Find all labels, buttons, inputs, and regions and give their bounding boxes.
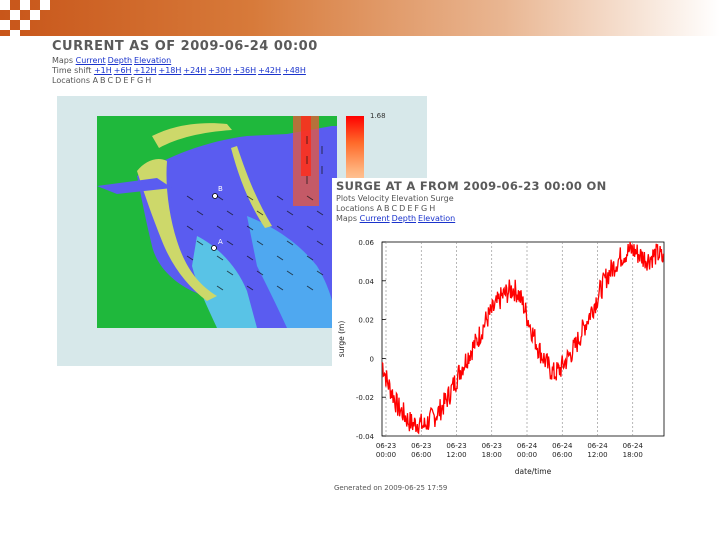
generated-footer: Generated on 2009-06-25 17:59 [334, 484, 448, 492]
surge-location-link-c[interactable]: C [391, 204, 398, 213]
current-maps-link-current[interactable]: Current [75, 56, 106, 65]
x-tick-label: 06-24 00:00 [517, 442, 538, 459]
timeshift-link-24h[interactable]: +24H [183, 66, 207, 75]
plots-link-elevation[interactable]: Elevation [391, 194, 429, 203]
top-gradient-bar [0, 0, 720, 36]
timeshift-link-18h[interactable]: +18H [158, 66, 182, 75]
colorbar-max-label: 1.68 [370, 112, 386, 120]
plot-frame [381, 241, 665, 437]
current-maps-link-elevation[interactable]: Elevation [134, 56, 172, 65]
x-tick-label: 06-23 18:00 [482, 442, 502, 459]
current-title: CURRENT AS OF 2009-06-24 00:00 [52, 39, 318, 54]
surge-series-line [381, 241, 664, 435]
surge-location-link-h[interactable]: H [429, 204, 436, 213]
surge-maps-link-current[interactable]: Current [359, 214, 390, 223]
y-tick-label: 0.04 [358, 278, 374, 286]
x-tick-label: 06-24 18:00 [623, 442, 644, 459]
surge-maps-link-depth[interactable]: Depth [391, 214, 417, 223]
surge-maps-label: Maps [336, 214, 358, 223]
location-a-marker[interactable] [211, 245, 217, 251]
maps-label: Maps [52, 56, 74, 65]
y-tick-label: 0.02 [358, 317, 374, 325]
surge-locations-label: Locations [336, 204, 375, 213]
surge-panel: SURGE AT A FROM 2009-06-23 00:00 ON Plot… [332, 178, 670, 498]
timeshift-row: Time shift +1H +6H +12H +18H +24H +30H +36H +42… [52, 66, 398, 76]
current-map-area: B A [57, 96, 427, 366]
x-tick-label: 06-24 12:00 [587, 442, 608, 459]
current-location-link-a[interactable]: A [92, 76, 99, 85]
x-tick-label: 06-23 06:00 [411, 442, 431, 459]
plots-link-velocity[interactable]: Velocity [357, 194, 390, 203]
surge-location-link-d[interactable]: D [399, 204, 406, 213]
current-map-image[interactable]: B A [97, 116, 337, 328]
surge-location-link-b[interactable]: B [384, 204, 390, 213]
timeshift-link-6h[interactable]: +6H [113, 66, 132, 75]
surge-location-link-f[interactable]: F [414, 204, 419, 213]
x-axis-label: date/time [515, 467, 552, 476]
timeshift-label: Time shift [52, 66, 92, 75]
y-tick-label: 0.06 [358, 239, 374, 247]
x-tick-label: 06-24 06:00 [552, 442, 573, 459]
current-location-link-f[interactable]: F [130, 76, 135, 85]
x-tick-label: 06-23 00:00 [376, 442, 396, 459]
surge-location-link-a[interactable]: A [376, 204, 383, 213]
current-maps-link-depth[interactable]: Depth [107, 56, 133, 65]
current-panel: CURRENT AS OF 2009-06-24 00:00 Maps Curr… [52, 38, 398, 96]
surge-maps-row: Maps Current Depth Elevation [336, 214, 670, 224]
current-location-link-b[interactable]: B [100, 76, 106, 85]
current-location-link-h[interactable]: H [145, 76, 152, 85]
surge-maps-link-elevation[interactable]: Elevation [418, 214, 456, 223]
plots-link-surge[interactable]: Surge [430, 194, 454, 203]
x-tick-label: 06-23 12:00 [446, 442, 466, 459]
y-tick-label: -0.04 [356, 433, 375, 441]
colorbar [346, 116, 364, 196]
timeshift-link-48h[interactable]: +48H [283, 66, 306, 75]
map-label-b: B [218, 185, 223, 193]
surge-title: SURGE AT A FROM 2009-06-23 00:00 ON [336, 179, 607, 193]
current-location-link-d[interactable]: D [115, 76, 122, 85]
plots-label: Plots [336, 194, 356, 203]
current-location-link-c[interactable]: C [107, 76, 114, 85]
location-b-marker[interactable] [212, 193, 218, 199]
surge-location-link-e[interactable]: E [407, 204, 413, 213]
y-axis-label: surge (m) [337, 321, 346, 358]
current-location-link-e[interactable]: E [123, 76, 129, 85]
timeshift-link-36h[interactable]: +36H [233, 66, 257, 75]
current-maps-row: Maps Current Depth Elevation [52, 56, 398, 66]
surge-location-link-g[interactable]: G [420, 204, 428, 213]
y-tick-label: 0 [370, 355, 374, 363]
y-tick-label: -0.02 [356, 394, 374, 402]
timeshift-link-12h[interactable]: +12H [133, 66, 157, 75]
timeshift-link-1h[interactable]: +1H [93, 66, 112, 75]
current-location-link-g[interactable]: G [136, 76, 144, 85]
locations-label: Locations [52, 76, 91, 85]
plots-row: Plots Velocity Elevation Surge [336, 194, 670, 204]
corner-checker-decoration [0, 0, 60, 44]
map-label-a: A [218, 238, 223, 246]
timeshift-link-42h[interactable]: +42H [258, 66, 282, 75]
timeshift-link-30h[interactable]: +30H [208, 66, 232, 75]
